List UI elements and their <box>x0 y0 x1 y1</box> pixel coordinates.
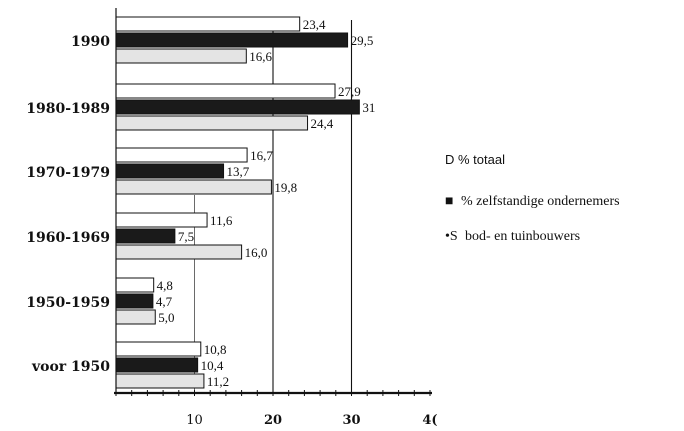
x-axis: 10 20 30 4( <box>114 8 438 428</box>
bar-0-2 <box>115 48 247 64</box>
category-label: 1970-1979 <box>26 165 110 181</box>
data-label-4-0: 4,8 <box>157 278 173 293</box>
x-tick-label: 4( <box>422 413 437 428</box>
legend-marker-2: •S <box>445 229 458 244</box>
data-label-1-0: 27,9 <box>338 84 361 99</box>
bar-0-1 <box>115 32 349 48</box>
data-label-2-1: 13,7 <box>227 164 250 179</box>
data-label-5-1: 10,4 <box>201 358 224 373</box>
category-label: 1960-1969 <box>26 230 110 246</box>
legend-item-0: D % totaal <box>445 152 505 167</box>
category-label: 1950-1959 <box>26 295 110 311</box>
data-label-3-2: 16,0 <box>245 245 268 260</box>
category-label: 1990 <box>71 34 110 50</box>
bar-5-2 <box>115 373 205 389</box>
data-label-5-0: 10,8 <box>204 342 227 357</box>
data-label-5-2: 11,2 <box>207 374 229 389</box>
category-label: voor 1950 <box>31 359 110 375</box>
bar-3-0 <box>115 212 208 228</box>
legend-item-1: % zelfstandige ondernemers <box>461 194 620 209</box>
data-label-4-2: 5,0 <box>158 310 174 325</box>
data-label-3-0: 11,6 <box>210 213 233 228</box>
gridlines <box>194 20 353 393</box>
data-label-3-1: 7,5 <box>178 229 194 244</box>
bar-3-2 <box>115 244 243 260</box>
data-label-4-1: 4,7 <box>156 294 173 309</box>
category-labels: 1990 1980-1989 1970-1979 1960-1969 1950-1959… <box>26 34 110 375</box>
bars: 23,4 29,5 16,6 27,931 24,4 16,713,7 19,8 11,6 7,… <box>115 16 375 389</box>
category-label: 1980-1989 <box>26 101 110 117</box>
legend-item-2: bod- en tuinbouwers <box>465 229 580 244</box>
bar-0-0 <box>115 16 301 32</box>
bar-4-0 <box>115 277 155 293</box>
data-label-2-2: 19,8 <box>274 180 297 195</box>
data-label-1-1: 31 <box>362 100 375 115</box>
bar-1-1 <box>115 99 360 115</box>
bar-3-1 <box>115 228 176 244</box>
legend-marker-1: ■ <box>445 194 453 209</box>
bar-2-1 <box>115 163 225 179</box>
data-label-0-0: 23,4 <box>303 17 326 32</box>
bar-2-2 <box>115 179 272 195</box>
bar-5-0 <box>115 341 202 357</box>
data-label-2-0: 16,7 <box>250 148 273 163</box>
x-tick-label: 10 <box>186 413 203 428</box>
data-label-1-2: 24,4 <box>311 116 334 131</box>
data-label-0-1: 29,5 <box>351 33 374 48</box>
bar-1-0 <box>115 83 336 99</box>
data-label-0-2: 16,6 <box>249 49 272 64</box>
bar-4-1 <box>115 293 154 309</box>
bar-4-2 <box>115 309 156 325</box>
bar-2-0 <box>115 147 248 163</box>
bar-5-1 <box>115 357 199 373</box>
x-tick-label: 30 <box>342 413 360 428</box>
x-tick-label: 20 <box>264 413 282 428</box>
bar-1-2 <box>115 115 309 131</box>
legend: D % totaal ■ % zelfstandige ondernemers •S b… <box>445 152 620 244</box>
